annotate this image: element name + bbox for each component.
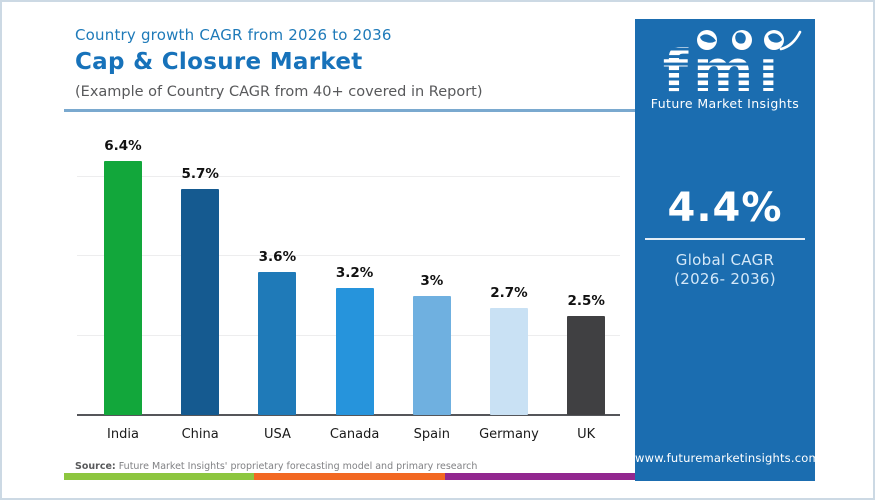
logo-caption: Future Market Insights bbox=[650, 96, 800, 111]
bar-chart: 6.4% India 5.7% China 3.6% USA 3.2% Canada 3% Spa… bbox=[77, 132, 620, 442]
x-tick-canada: Canada bbox=[329, 427, 380, 442]
x-tick-china: China bbox=[181, 427, 219, 442]
bar-value-spain: 3% bbox=[420, 272, 444, 289]
bar-spain bbox=[412, 295, 451, 415]
header: Country growth CAGR from 2026 to 2036 Ca… bbox=[75, 26, 483, 100]
bar-uk bbox=[567, 315, 606, 415]
bar-india bbox=[104, 160, 142, 415]
globe-icon bbox=[764, 30, 784, 50]
globe-icon bbox=[732, 30, 752, 50]
x-tick-spain: Spain bbox=[413, 427, 450, 442]
stat-value: 4.4% bbox=[667, 185, 783, 231]
bar-usa bbox=[258, 272, 297, 415]
bar-germany bbox=[490, 307, 528, 415]
x-tick-germany: Germany bbox=[479, 427, 539, 442]
x-tick-uk: UK bbox=[577, 427, 596, 442]
stripe-segment-purple bbox=[444, 473, 635, 480]
bar-china bbox=[181, 188, 220, 415]
gridline bbox=[77, 255, 620, 257]
source-text: Future Market Insights' proprietary fore… bbox=[115, 461, 478, 472]
stat-label-line2: (2026- 2036) bbox=[674, 270, 776, 288]
footer-stripe bbox=[64, 473, 635, 480]
bar-value-india: 6.4% bbox=[104, 137, 142, 154]
stripe-segment-orange bbox=[254, 473, 445, 480]
header-divider bbox=[64, 109, 635, 112]
stat-divider bbox=[645, 238, 805, 240]
chart-kicker: Country growth CAGR from 2026 to 2036 bbox=[75, 26, 392, 44]
source-line: Source: Future Market Insights' propriet… bbox=[75, 461, 477, 472]
svg-text:fmı: fmı bbox=[663, 37, 784, 99]
bar-canada bbox=[335, 287, 374, 415]
x-axis-line bbox=[77, 414, 620, 416]
bar-value-uk: 2.5% bbox=[567, 292, 605, 309]
fmi-logo: fmı Future Market Insights bbox=[635, 27, 815, 111]
swoosh-icon bbox=[779, 30, 802, 51]
x-tick-usa: USA bbox=[263, 427, 291, 442]
brand-sidebar: fmı Future Market Insights bbox=[635, 19, 820, 481]
source-label: Source: bbox=[75, 461, 116, 472]
bar-value-germany: 2.7% bbox=[490, 284, 528, 301]
gridline bbox=[77, 175, 620, 177]
bar-value-usa: 3.6% bbox=[258, 249, 297, 266]
bar-value-china: 5.7% bbox=[181, 165, 219, 182]
globe-icon bbox=[697, 30, 717, 50]
fmi-logo-icon: fmı bbox=[663, 30, 802, 105]
global-cagr-stat: 4.4% Global CAGR (2026- 2036) bbox=[635, 187, 815, 289]
website-link[interactable]: www.futuremarketinsights.com bbox=[635, 451, 820, 465]
page-title: Cap & Closure Market bbox=[75, 49, 363, 75]
stripe-segment-green bbox=[64, 473, 255, 480]
bar-value-canada: 3.2% bbox=[335, 264, 374, 281]
chart-subtitle: (Example of Country CAGR from 40+ covere… bbox=[75, 84, 483, 100]
stat-label-line1: Global CAGR bbox=[675, 251, 775, 269]
x-tick-india: India bbox=[107, 427, 139, 442]
